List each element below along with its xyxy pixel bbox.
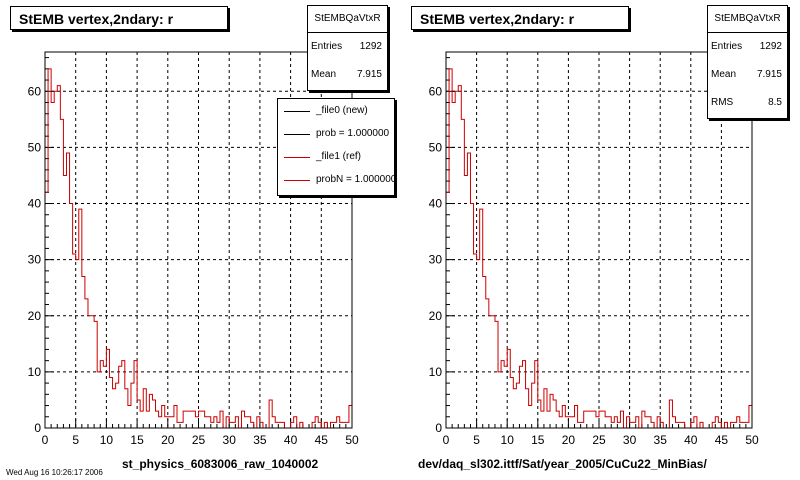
left-plot-title: StEMB vertex,2ndary: r (10, 6, 228, 30)
left-stats-entries-label: Entries (311, 41, 343, 52)
right-stats-rms-value: 8.5 (768, 97, 782, 108)
left-stats-mean-label: Mean (311, 69, 337, 80)
left-histogram-series (44, 68, 353, 429)
right-y-tick-label: 0 (435, 421, 442, 435)
left-y-tick-label: 60 (28, 84, 42, 98)
right-x-tick-label: 15 (531, 433, 545, 447)
left-x-tick-label: 20 (161, 433, 175, 447)
left-stats-mean-value: 7.915 (356, 69, 382, 80)
footer-timestamp: Wed Aug 16 10:26:17 2006 (6, 468, 103, 477)
right-stats-rms-row: RMS 8.5 (708, 89, 787, 117)
right-plot-title-text: StEMB vertex,2ndary: r (420, 11, 575, 27)
left-x-tick-label: 30 (223, 433, 237, 447)
right-plot-title: StEMB vertex,2ndary: r (411, 6, 629, 30)
left-legend: _file0 (new) prob = 1.000000 _file1 (ref… (277, 98, 395, 196)
right-histogram-series (445, 68, 753, 429)
left-stats-entries-value: 1292 (359, 41, 382, 52)
left-y-tick-label: 50 (28, 140, 42, 154)
left-plot-title-text: StEMB vertex,2ndary: r (19, 11, 174, 27)
left-x-tick-label: 40 (284, 433, 298, 447)
left-y-tick-label: 40 (28, 197, 42, 211)
left-x-tick-label: 15 (130, 433, 144, 447)
left-x-tick-label: 0 (42, 433, 49, 447)
legend-label-file0: _file0 (new) (316, 105, 368, 116)
left-x-tick-label: 10 (100, 433, 114, 447)
right-x-tick-label: 40 (684, 433, 698, 447)
right-y-tick-label: 60 (429, 84, 443, 98)
left-stats-name: StEMBQaVtxR (308, 6, 387, 33)
legend-line-black (284, 134, 310, 135)
left-x-tick-label: 35 (253, 433, 267, 447)
right-stats-entries-row: Entries 1292 (708, 33, 787, 61)
left-stats-mean-row: Mean 7.915 (308, 61, 387, 89)
left-stats-entries-row: Entries 1292 (308, 33, 387, 61)
right-plot-frame (445, 51, 753, 429)
legend-line-red (284, 157, 310, 158)
legend-label-probn: probN = 1.000000 (316, 174, 395, 185)
right-stats-entries-value: 1292 (759, 41, 782, 52)
right-stats-box: StEMBQaVtxR Entries 1292 Mean 7.915 RMS … (707, 5, 788, 119)
left-y-tick-label: 20 (28, 309, 42, 323)
right-y-tick-label: 10 (429, 365, 443, 379)
right-x-tick-label: 25 (592, 433, 606, 447)
legend-label-file1: _file1 (ref) (316, 151, 362, 162)
right-x-tick-label: 10 (501, 433, 515, 447)
right-y-tick-label: 30 (429, 253, 443, 267)
legend-label-prob: prob = 1.000000 (316, 128, 390, 139)
right-x-tick-label: 0 (443, 433, 450, 447)
right-x-tick-label: 35 (654, 433, 668, 447)
legend-line-red (284, 180, 310, 181)
right-stats-name: StEMBQaVtxR (708, 6, 787, 33)
right-y-tick-label: 40 (429, 197, 443, 211)
left-y-tick-label: 0 (34, 421, 41, 435)
left-y-tick-label: 30 (28, 253, 42, 267)
left-x-caption: st_physics_6083006_raw_1040002 (122, 457, 319, 471)
left-stats-box: StEMBQaVtxR Entries 1292 Mean 7.915 (307, 5, 388, 91)
right-stats-entries-label: Entries (711, 41, 743, 52)
right-stats-mean-value: 7.915 (756, 69, 782, 80)
left-plot-frame (44, 51, 353, 429)
right-x-tick-label: 5 (473, 433, 480, 447)
right-x-caption: dev/daq_sl302.ittf/Sat/year_2005/CuCu22_… (418, 457, 707, 471)
right-stats-mean-label: Mean (711, 69, 737, 80)
right-stats-mean-row: Mean 7.915 (708, 61, 787, 89)
right-x-tick-label: 45 (715, 433, 729, 447)
right-y-tick-label: 20 (429, 309, 443, 323)
left-x-tick-label: 50 (345, 433, 359, 447)
right-stats-rms-label: RMS (711, 97, 734, 108)
left-x-tick-label: 45 (315, 433, 329, 447)
right-x-tick-label: 30 (623, 433, 637, 447)
left-y-tick-label: 10 (28, 365, 42, 379)
legend-line-black (284, 111, 310, 112)
left-x-tick-label: 5 (72, 433, 79, 447)
right-y-tick-label: 50 (429, 140, 443, 154)
right-x-tick-label: 50 (745, 433, 759, 447)
left-x-tick-label: 25 (192, 433, 206, 447)
right-x-tick-label: 20 (562, 433, 576, 447)
